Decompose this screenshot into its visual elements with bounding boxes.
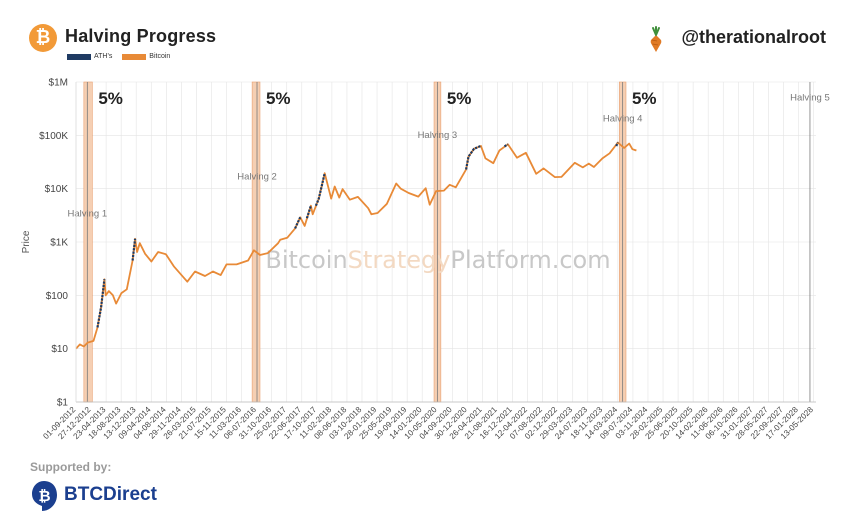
supported-by-label: Supported by: bbox=[30, 460, 112, 474]
y-tick-label: $1K bbox=[50, 238, 68, 249]
legend-item-ath: ATH's bbox=[67, 53, 112, 60]
halving-progress-label: 5% bbox=[98, 89, 123, 108]
halving-band bbox=[251, 81, 261, 403]
chart-title: Halving Progress bbox=[65, 26, 217, 46]
legend-label-ath: ATH's bbox=[94, 53, 113, 60]
svg-text:₿: ₿ bbox=[38, 487, 50, 505]
legend: ATH's Bitcoin bbox=[67, 53, 178, 62]
halving-label: Halving 4 bbox=[603, 114, 643, 125]
y-tick-label: $10 bbox=[51, 344, 68, 355]
ath-segment bbox=[294, 216, 302, 229]
halving-label: Halving 5 bbox=[790, 92, 830, 103]
ath-segment bbox=[96, 279, 106, 328]
watermark-part: Platform.com bbox=[451, 246, 611, 274]
btcdirect-bitcoin-icon: ₿ bbox=[32, 481, 57, 511]
author-handle: @therationalroot bbox=[681, 27, 826, 47]
y-tick-label: $10K bbox=[45, 184, 69, 195]
watermark-part: Strategy bbox=[348, 246, 451, 274]
carrot-icon bbox=[650, 26, 662, 52]
ath-segment bbox=[503, 143, 509, 148]
legend-label-bitcoin: Bitcoin bbox=[149, 53, 171, 60]
ath-segment bbox=[615, 142, 619, 147]
halving-label: Halving 2 bbox=[237, 171, 277, 182]
halving-label: Halving 1 bbox=[68, 209, 108, 220]
header: ₿ Halving Progress ATH's Bitcoin @therat… bbox=[0, 0, 856, 70]
bitcoin-icon: ₿ bbox=[29, 24, 57, 52]
footer: Supported by: ₿ BTCDirect bbox=[0, 452, 856, 524]
watermark: BitcoinStrategyPlatform.com bbox=[265, 246, 610, 274]
halving-progress-label: 5% bbox=[632, 89, 657, 108]
halving-progress-label: 5% bbox=[266, 89, 291, 108]
ath-segment bbox=[465, 144, 482, 170]
halving-band bbox=[83, 81, 93, 403]
watermark-part: Bitcoin bbox=[265, 246, 347, 274]
legend-item-bitcoin: Bitcoin bbox=[122, 53, 170, 60]
ath-segment bbox=[131, 238, 137, 261]
legend-swatch-bitcoin bbox=[122, 53, 147, 60]
halving-progress-label: 5% bbox=[447, 89, 472, 108]
y-tick-label: $100K bbox=[39, 131, 68, 142]
legend-swatch-ath bbox=[67, 53, 91, 60]
y-tick-label: $1 bbox=[57, 398, 69, 409]
y-axis-title: Price bbox=[21, 230, 32, 253]
y-tick-label: $100 bbox=[46, 291, 69, 302]
price-chart: $1 $10 $100 $1K $10K $100K $1M Price BitcoinStra… bbox=[21, 78, 830, 442]
btcdirect-wordmark: BTCDirect bbox=[64, 484, 157, 505]
halving-label: Halving 3 bbox=[418, 130, 458, 141]
ath-segment bbox=[314, 172, 326, 207]
ath-segment bbox=[305, 205, 312, 219]
y-tick-label: $1M bbox=[49, 78, 68, 89]
